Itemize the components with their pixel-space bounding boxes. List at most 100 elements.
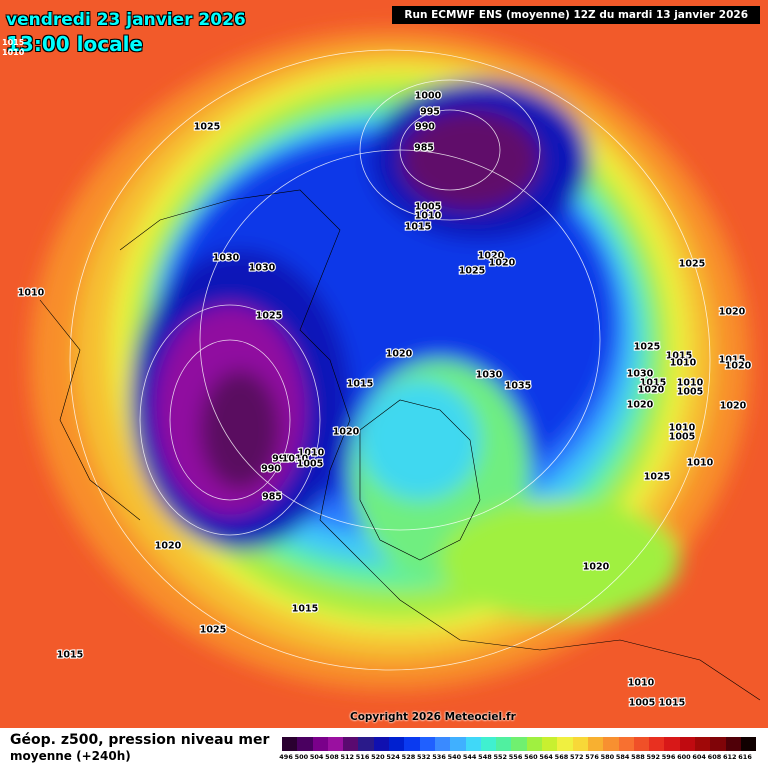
scale-label: 516 (355, 753, 370, 761)
isobar-label: 1015 (719, 355, 745, 366)
scale-swatch (710, 737, 726, 751)
scale-swatch (373, 737, 390, 751)
scale-swatch (450, 737, 466, 751)
color-scale (282, 737, 757, 751)
scale-swatch (542, 737, 558, 751)
isobar-label: 985 (262, 492, 282, 503)
isobar-label: 1015 (640, 378, 666, 389)
isobar-label: 1020 (478, 251, 505, 262)
isobar-label: 1025 (644, 472, 670, 483)
scale-label: 576 (585, 753, 599, 761)
scale-label: 580 (600, 753, 615, 761)
scale-label: 612 (722, 753, 737, 761)
isobar-label: 1020 (720, 401, 747, 412)
scale-label: 532 (416, 753, 431, 761)
time-title: 13:00 locale (6, 32, 143, 56)
scale-swatch (649, 737, 665, 751)
isobar-label: 1020 (725, 361, 752, 372)
height-field (30, 30, 750, 690)
scale-label: 500 (294, 753, 309, 761)
scale-swatch (664, 737, 680, 751)
isobar-label: 1015 (292, 604, 318, 615)
isobar-label: 1005 (629, 698, 655, 709)
isobar-label: 1015 (666, 351, 692, 362)
map: 1025100099599098510051010101510301030102… (0, 0, 768, 728)
scale-label: 540 (447, 753, 462, 761)
isobar-label: 1015 (347, 379, 373, 390)
scale-label: 608 (707, 753, 722, 761)
scale-swatch (496, 737, 512, 751)
isobar-label: 1025 (200, 625, 226, 636)
scale-label: 596 (661, 753, 676, 761)
scale-label: 616 (738, 753, 752, 761)
scale-swatch (404, 737, 420, 751)
color-scale-labels: 496 500 504 508 512 516 520 524 528 532 536 540 544 5… (279, 753, 757, 765)
isobar-label: 1020 (386, 349, 413, 360)
isobar-label: 990 (415, 122, 435, 133)
scale-label: 504 (309, 753, 324, 761)
isobar-label: 1025 (679, 259, 705, 270)
isobar-label: 1010 (18, 288, 45, 299)
scale-swatch (572, 737, 588, 751)
isobar-label: 1010 (677, 378, 704, 389)
scale-label: 584 (615, 753, 630, 761)
isobar-label: 1010 (298, 448, 325, 459)
scale-label: 528 (401, 753, 416, 761)
scale-swatch (511, 737, 527, 751)
scale-label: 544 (462, 753, 477, 761)
isobar-label: 995 (272, 454, 292, 465)
date-title: vendredi 23 janvier 2026 (6, 10, 246, 30)
scale-swatch (603, 737, 619, 751)
scale-label: 520 (371, 753, 385, 761)
scale-swatch (695, 737, 711, 751)
footer-title: Géop. z500, pression niveau mer (10, 732, 270, 748)
scale-label: 604 (692, 753, 706, 761)
isobar-label: 1000 (415, 91, 442, 102)
isobar-label: 1030 (249, 263, 276, 274)
isobar-label: 1010 (670, 358, 697, 369)
isobar-label: 1025 (256, 311, 282, 322)
scale-label: 524 (386, 753, 400, 761)
isobar-labels: 1025100099599098510051010101510301030102… (17, 89, 753, 709)
scale-swatch (343, 737, 359, 751)
scale-swatch (434, 737, 451, 751)
scale-swatch (557, 737, 573, 751)
scale-swatch (419, 737, 435, 751)
scale-label: 552 (493, 753, 508, 761)
scale-swatch (679, 737, 696, 751)
isobar-label: 1010 (687, 458, 714, 469)
scale-label: 496 (279, 753, 293, 761)
isobar-label: 1020 (583, 562, 610, 573)
scale-swatch (618, 737, 634, 751)
isobar-label: 1020 (638, 385, 665, 396)
scale-swatch (312, 737, 328, 751)
isobar-label: 1010 (415, 211, 442, 222)
isobar-label: 1005 (677, 387, 703, 398)
isobar-label: 1005 (669, 432, 695, 443)
isobar-label: 1020 (333, 427, 360, 438)
scale-swatch (297, 737, 313, 751)
corner-label: 1015 (2, 38, 25, 47)
isobar-label: 1010 (628, 678, 655, 689)
scale-label: 536 (432, 753, 446, 761)
isobar-label: 1030 (213, 253, 240, 264)
scale-label: 556 (508, 753, 523, 761)
scale-swatch (587, 737, 604, 751)
coastlines (39, 189, 761, 701)
isobar-label: 1020 (155, 541, 182, 552)
isobar-label: 1030 (627, 369, 654, 380)
scale-label: 512 (340, 753, 355, 761)
isobar-label: 990 (261, 464, 281, 475)
isobars (69, 49, 711, 671)
scale-swatch (740, 737, 757, 751)
scale-swatch (282, 737, 298, 751)
scale-swatch (327, 737, 344, 751)
isobar-label: 1020 (719, 307, 746, 318)
isobar-label: 1010 (282, 454, 309, 465)
scale-label: 600 (677, 753, 691, 761)
isobar-label: 1010 (669, 423, 696, 434)
isobar-label: 1025 (194, 122, 220, 133)
scale-swatch (526, 737, 543, 751)
isobar-label: 1020 (489, 258, 516, 269)
